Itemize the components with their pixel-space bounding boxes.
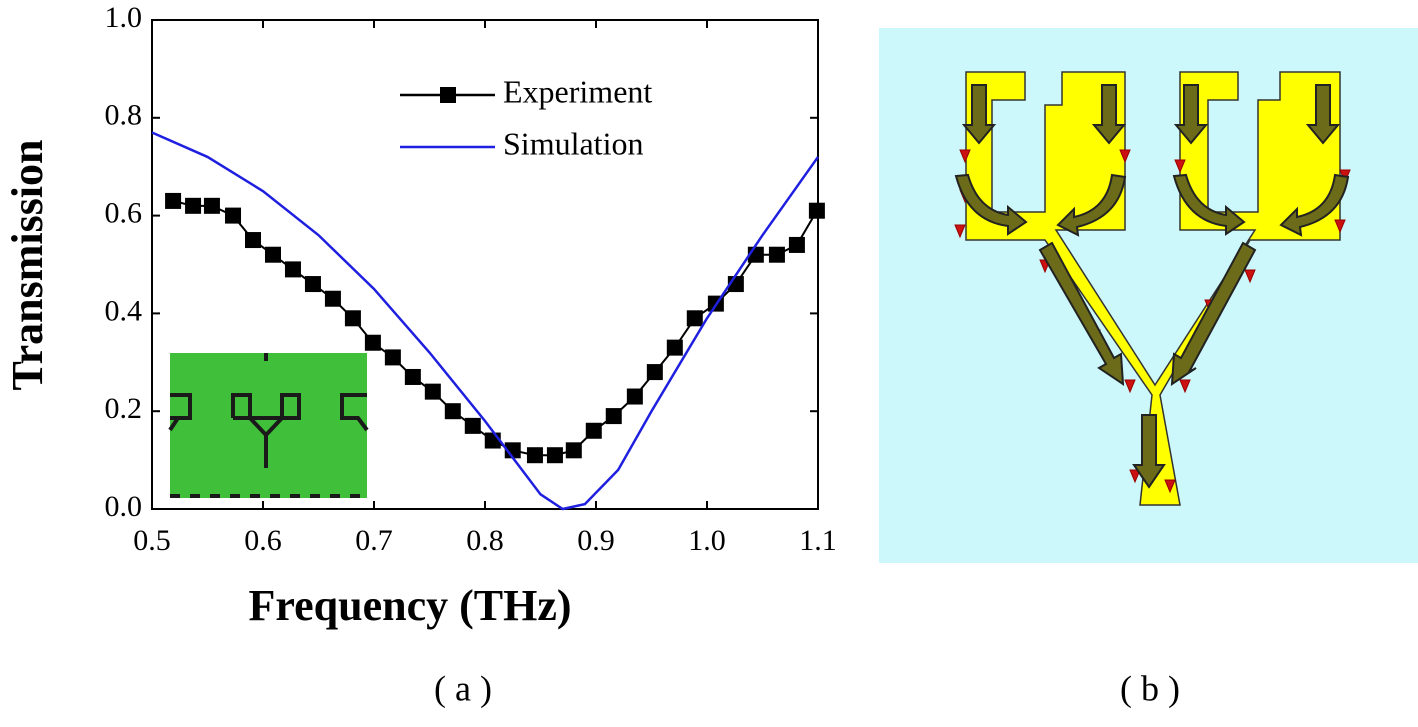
x-tick-label: 0.5 <box>133 524 171 557</box>
legend-marker <box>440 87 456 103</box>
data-point <box>364 334 381 351</box>
data-point <box>384 349 401 366</box>
data-point <box>686 310 703 327</box>
data-point <box>565 442 582 459</box>
data-point <box>464 417 481 434</box>
current-diagram <box>879 28 1418 563</box>
y-tick-label: 1.0 <box>105 1 143 34</box>
x-axis-title: Frequency (THz) <box>248 581 571 630</box>
data-point <box>304 276 321 293</box>
data-point <box>284 261 301 278</box>
x-tick-label: 0.7 <box>355 524 393 557</box>
data-point <box>788 236 805 253</box>
data-point <box>404 368 421 385</box>
x-tick-label: 0.8 <box>466 524 504 557</box>
x-tick-label: 0.6 <box>244 524 282 557</box>
x-tick-label: 1.0 <box>688 524 726 557</box>
y-tick-label: 0.2 <box>105 392 143 425</box>
data-point <box>424 383 441 400</box>
x-tick-label: 0.9 <box>577 524 615 557</box>
legend-label: Simulation <box>503 125 643 161</box>
panel-label: ( a ) <box>434 668 492 708</box>
data-point <box>768 246 785 263</box>
data-point <box>203 197 220 214</box>
y-tick-label: 0.0 <box>105 490 143 523</box>
data-point <box>646 364 663 381</box>
data-point <box>546 447 563 464</box>
data-point <box>264 246 281 263</box>
data-point <box>605 408 622 425</box>
data-point <box>344 310 361 327</box>
data-point <box>626 388 643 405</box>
data-point <box>666 339 683 356</box>
data-point <box>245 232 262 249</box>
series-line <box>151 131 820 511</box>
data-point <box>808 202 825 219</box>
data-point <box>585 422 602 439</box>
panel-label: ( b ) <box>1120 668 1180 708</box>
x-tick-label: 1.1 <box>799 524 837 557</box>
y-axis-title: Transmission <box>3 139 52 390</box>
data-point <box>526 447 543 464</box>
data-point <box>165 192 182 209</box>
inset-image <box>168 353 369 498</box>
legend-label: Experiment <box>503 73 652 109</box>
data-point <box>185 197 202 214</box>
y-tick-label: 0.8 <box>105 99 143 132</box>
y-tick-label: 0.6 <box>105 196 143 229</box>
data-point <box>444 403 461 420</box>
data-point <box>225 207 242 224</box>
y-tick-label: 0.4 <box>105 294 143 327</box>
data-point <box>324 290 341 307</box>
